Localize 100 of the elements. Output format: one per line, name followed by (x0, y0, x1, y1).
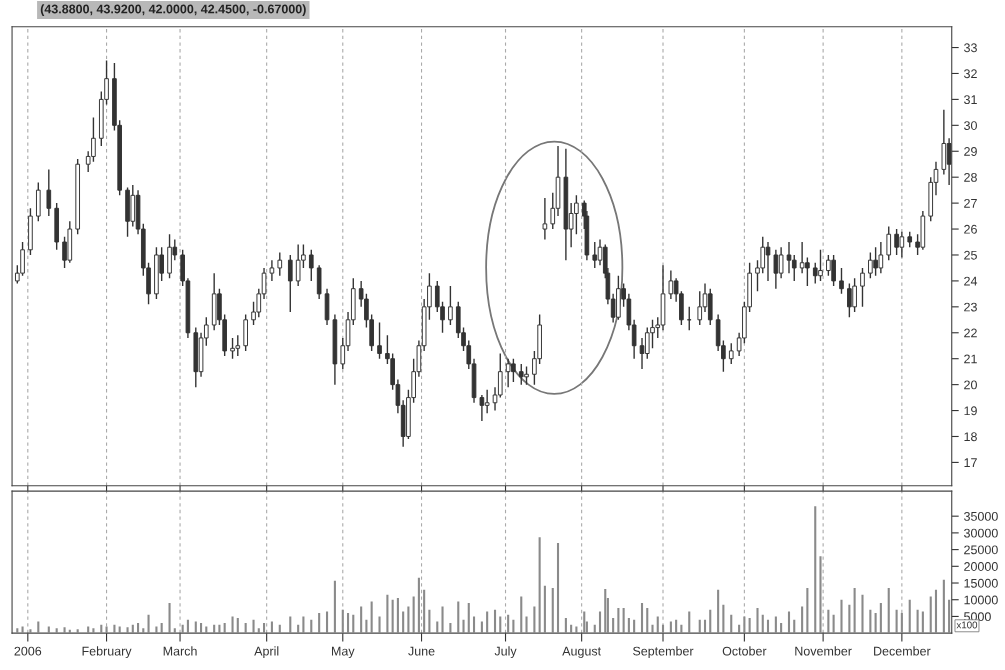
bar (137, 623, 140, 634)
bar (486, 611, 489, 634)
y-tick-label: 25000 (964, 545, 998, 555)
bar (827, 609, 830, 634)
y-tick-label: 25 (964, 250, 977, 260)
bar (633, 619, 636, 634)
candlestick (287, 254, 293, 313)
bar (168, 603, 171, 634)
candlestick (269, 259, 275, 282)
bar (604, 589, 607, 634)
bar (396, 598, 399, 634)
bar (378, 616, 381, 634)
bar (467, 603, 470, 634)
bar (934, 589, 938, 634)
bar (472, 616, 476, 634)
bar (887, 588, 890, 634)
y-tick-label: 26 (964, 224, 977, 234)
bar (118, 626, 121, 634)
bar (564, 618, 567, 634)
bar (848, 604, 851, 634)
bar (236, 618, 239, 634)
bar (895, 609, 898, 634)
bar (205, 626, 208, 634)
bar (942, 579, 945, 634)
bar (861, 594, 864, 634)
x-tick-label: May (332, 646, 355, 658)
y-tick-label: 33 (964, 43, 977, 53)
x-tick-label: August (562, 646, 602, 658)
bar (908, 599, 911, 634)
bar (640, 603, 644, 634)
bar (407, 606, 410, 634)
x-tick-label: December (874, 646, 931, 656)
bar (780, 623, 783, 634)
y-tick-label: 28 (964, 172, 977, 182)
bar (651, 624, 654, 634)
chart-title: (43.8800, 43.9200, 42.0000, 42.4500, -0.67000) (40, 4, 306, 16)
bar (200, 623, 203, 634)
text: x100 (956, 621, 978, 629)
bar (869, 609, 872, 634)
bar (675, 619, 678, 634)
x-tick-label: June (408, 646, 435, 656)
bar (333, 580, 336, 634)
bar (874, 613, 877, 634)
bar (709, 609, 712, 634)
bar (748, 618, 751, 634)
bar (173, 628, 176, 634)
candlestick (377, 321, 382, 360)
bar (656, 616, 659, 634)
bar (525, 616, 528, 634)
bar (223, 623, 226, 634)
bar (289, 616, 292, 634)
bar (252, 619, 255, 634)
bar (814, 506, 817, 634)
bar (840, 599, 843, 634)
bar (512, 619, 515, 634)
bar (441, 606, 444, 634)
bar (244, 623, 247, 634)
bar (29, 629, 32, 634)
candlestick (46, 168, 52, 217)
bar (47, 626, 50, 634)
candlestick (860, 267, 865, 308)
bar (436, 621, 439, 634)
y-tick-label: 17 (964, 458, 977, 467)
bar (879, 603, 882, 634)
bar (341, 609, 344, 634)
bar (462, 619, 465, 634)
y-tick-label: 27 (964, 198, 977, 208)
bar (612, 618, 615, 634)
bar (186, 619, 189, 634)
bar (412, 596, 415, 634)
bar (402, 611, 405, 634)
bar (622, 608, 625, 634)
bar (92, 628, 95, 634)
y-tick-label: 24 (964, 276, 978, 286)
bar (302, 616, 305, 634)
y-tick-label: 23 (964, 302, 977, 312)
bar (669, 621, 672, 634)
y-tick-label: 31 (964, 95, 977, 105)
y-tick-label: 10000 (964, 595, 998, 605)
x-tick-label: February (82, 646, 132, 658)
bar (493, 609, 497, 634)
bar (507, 614, 510, 634)
bar (556, 542, 560, 634)
candlestick (448, 285, 453, 326)
candlestick (497, 352, 503, 399)
bar (787, 611, 791, 634)
bar (929, 596, 932, 634)
bar (325, 611, 329, 634)
y-tick-label: 30000 (964, 528, 998, 538)
x-tick-label: November (795, 646, 852, 656)
bar (832, 614, 835, 634)
bar (55, 628, 58, 634)
bar (16, 628, 19, 634)
y-tick-label: 19 (964, 406, 977, 416)
bar (457, 601, 460, 634)
bar (391, 599, 394, 634)
bar (916, 609, 919, 634)
bar (386, 594, 389, 634)
bar (310, 619, 313, 634)
bar (617, 608, 620, 634)
